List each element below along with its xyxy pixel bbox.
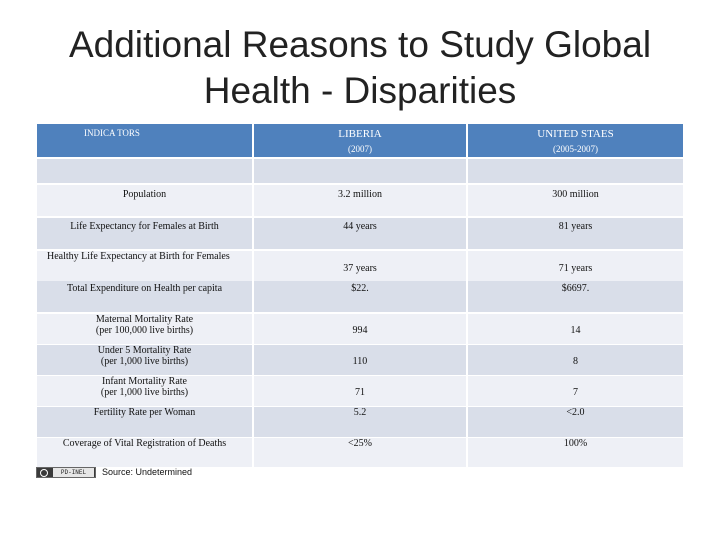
us-cell: 8 [468,345,683,375]
header-indicators-cell: INDICA TORS [37,124,252,157]
liberia-cell: $22. [254,281,466,312]
indicator-label-line2: (per 1,000 live births) [100,387,189,398]
us-value: 8 [573,356,578,367]
us-cell: <2.0 [468,407,683,437]
liberia-cell: <25% [254,438,466,467]
us-cell: 71 years [468,251,683,281]
spacer-cell [468,159,683,183]
liberia-value: 5.2 [353,407,367,418]
header-us-years: (2005-2007) [553,144,598,154]
us-value: 81 years [558,221,593,232]
us-value: <2.0 [566,407,585,418]
indicator-label: Healthy Life Expectancy at Birth for Fem… [47,251,230,262]
us-cell: 7 [468,376,683,406]
slide-title-line2: Health - Disparities [203,70,517,111]
us-cell: 14 [468,314,683,344]
table-row: Healthy Life Expectancy at Birth for Fem… [37,251,683,281]
liberia-value: 110 [352,356,368,367]
indicator-cell: Life Expectancy for Females at Birth [37,218,252,249]
liberia-cell: 37 years [254,251,466,281]
table-row: Fertility Rate per Woman 5.2 <2.0 [37,407,683,437]
us-cell: 300 million [468,185,683,216]
us-value: 7 [573,387,578,398]
liberia-cell: 71 [254,376,466,406]
liberia-cell: 110 [254,345,466,375]
indicator-label: Coverage of Vital Registration of Deaths [62,438,227,449]
us-value: $6697. [561,283,590,294]
license-badge-label: PD-INEL [53,468,94,477]
liberia-cell: 3.2 million [254,185,466,216]
indicator-cell: Healthy Life Expectancy at Birth for Fem… [37,251,252,281]
spacer-cell [37,159,252,183]
table-row: Under 5 Mortality Rate (per 1,000 live b… [37,345,683,375]
liberia-cell: 994 [254,314,466,344]
indicator-cell: Under 5 Mortality Rate (per 1,000 live b… [37,345,252,375]
indicator-label: Population [122,189,167,200]
source-text: Source: Undetermined [102,467,193,477]
us-cell: 100% [468,438,683,467]
header-us-cell: UNITED STAES (2005-2007) [468,124,683,157]
liberia-value: 37 years [343,263,377,274]
indicator-cell: Infant Mortality Rate (per 1,000 live bi… [37,376,252,406]
indicator-cell: Population [37,185,252,216]
creative-commons-icon [40,469,48,477]
header-indicators: INDICA TORS [84,128,140,138]
indicator-label: Life Expectancy for Females at Birth [70,221,219,232]
table-row: Coverage of Vital Registration of Deaths… [37,438,683,467]
us-cell: 81 years [468,218,683,249]
header-us: UNITED STAES [537,128,614,140]
us-cell: $6697. [468,281,683,312]
table-row: Population 3.2 million 300 million [37,185,683,216]
liberia-value: $22. [351,283,369,294]
license-badge[interactable]: PD-INEL [36,467,96,478]
table-row: Maternal Mortality Rate (per 100,000 liv… [37,314,683,344]
liberia-value: 44 years [343,221,377,232]
liberia-cell: 5.2 [254,407,466,437]
liberia-cell: 44 years [254,218,466,249]
header-liberia: LIBERIA [338,128,382,140]
us-value: 71 years [558,263,593,274]
indicator-label-line1: Infant Mortality Rate [102,376,187,387]
table-spacer-row [37,159,683,183]
slide-title: Additional Reasons to Study Global Healt… [40,22,680,114]
indicator-label: Fertility Rate per Woman [93,407,196,418]
indicator-cell: Maternal Mortality Rate (per 100,000 liv… [37,314,252,344]
slide-title-line1: Additional Reasons to Study Global [68,24,652,65]
liberia-value: 71 [355,387,365,398]
table-row: Infant Mortality Rate (per 1,000 live bi… [37,376,683,406]
indicator-label-line2: (per 1,000 live births) [100,356,189,367]
indicator-label-line1: Under 5 Mortality Rate [97,345,192,356]
us-value: 14 [570,325,581,336]
liberia-value: <25% [348,438,372,449]
indicator-cell: Fertility Rate per Woman [37,407,252,437]
liberia-value: 994 [352,325,368,336]
us-value: 300 million [552,189,599,200]
indicator-label: Total Expenditure on Health per capita [66,283,223,294]
us-value: 100% [563,438,588,449]
table-header: INDICA TORS LIBERIA (2007) UNITED STAES … [37,124,683,157]
table-row: Total Expenditure on Health per capita $… [37,281,683,312]
table-row: Life Expectancy for Females at Birth 44 … [37,218,683,249]
indicator-label-line1: Maternal Mortality Rate [95,314,194,325]
header-liberia-years: (2007) [348,144,372,154]
liberia-value: 3.2 million [338,189,382,200]
indicator-cell: Coverage of Vital Registration of Deaths [37,438,252,467]
indicator-label-line2: (per 100,000 live births) [95,325,194,336]
header-liberia-cell: LIBERIA (2007) [254,124,466,157]
indicator-cell: Total Expenditure on Health per capita [37,281,252,312]
spacer-cell [254,159,466,183]
